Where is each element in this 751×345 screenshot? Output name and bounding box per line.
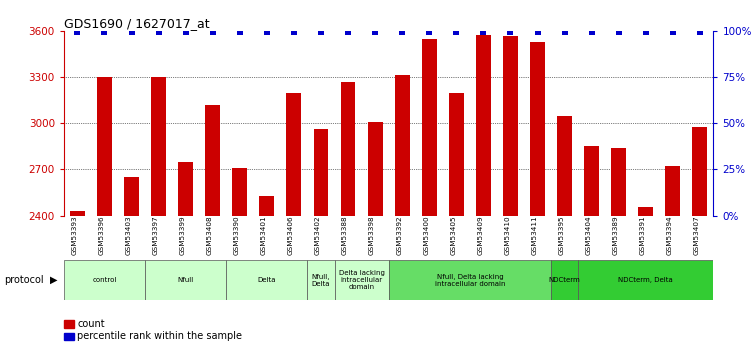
FancyBboxPatch shape: [307, 260, 334, 300]
Text: GSM53393: GSM53393: [71, 216, 77, 255]
Bar: [124, 177, 139, 216]
FancyBboxPatch shape: [389, 260, 551, 300]
Text: GSM53407: GSM53407: [694, 216, 700, 255]
FancyBboxPatch shape: [334, 260, 389, 300]
Text: GSM53399: GSM53399: [179, 216, 185, 255]
Bar: [178, 162, 193, 216]
Text: GSM53410: GSM53410: [505, 216, 511, 255]
FancyBboxPatch shape: [226, 260, 307, 300]
Text: GSM53388: GSM53388: [342, 216, 348, 255]
FancyBboxPatch shape: [578, 260, 713, 300]
Text: GSM53404: GSM53404: [586, 216, 592, 255]
Text: control: control: [92, 277, 116, 283]
Text: GSM53408: GSM53408: [207, 216, 213, 255]
Bar: [259, 196, 274, 216]
Bar: [665, 166, 680, 216]
Text: GSM53396: GSM53396: [98, 216, 104, 255]
Text: GSM53405: GSM53405: [451, 216, 457, 255]
Bar: [313, 129, 328, 216]
Text: Nfull: Nfull: [177, 277, 194, 283]
FancyBboxPatch shape: [551, 260, 578, 300]
Text: GSM53398: GSM53398: [369, 216, 375, 255]
Bar: [205, 105, 220, 216]
Bar: [557, 116, 572, 216]
FancyBboxPatch shape: [64, 260, 145, 300]
Bar: [638, 207, 653, 216]
Text: GSM53403: GSM53403: [125, 216, 131, 255]
Text: GSM53391: GSM53391: [640, 216, 646, 255]
Text: GSM53401: GSM53401: [261, 216, 267, 255]
Bar: [232, 168, 247, 216]
Bar: [476, 35, 491, 216]
Text: GSM53406: GSM53406: [288, 216, 294, 255]
Text: NDCterm, Delta: NDCterm, Delta: [618, 277, 673, 283]
Text: count: count: [77, 319, 105, 329]
Text: GSM53400: GSM53400: [424, 216, 430, 255]
Bar: [584, 146, 599, 216]
Bar: [449, 92, 464, 216]
Bar: [70, 211, 85, 216]
Bar: [341, 82, 355, 216]
Bar: [395, 75, 409, 216]
Bar: [151, 77, 166, 216]
Text: GDS1690 / 1627017_at: GDS1690 / 1627017_at: [64, 17, 210, 30]
Text: NDCterm: NDCterm: [549, 277, 581, 283]
Bar: [97, 77, 112, 216]
Text: GSM53411: GSM53411: [532, 216, 538, 255]
Bar: [503, 36, 518, 216]
Text: GSM53397: GSM53397: [152, 216, 158, 255]
Text: GSM53402: GSM53402: [315, 216, 321, 255]
Text: Nfull, Delta lacking
intracellular domain: Nfull, Delta lacking intracellular domai…: [435, 274, 505, 287]
Text: Delta lacking
intracellular
domain: Delta lacking intracellular domain: [339, 270, 385, 290]
Text: GSM53389: GSM53389: [613, 216, 619, 255]
Text: GSM53409: GSM53409: [478, 216, 484, 255]
Bar: [611, 148, 626, 216]
Bar: [368, 122, 382, 216]
Text: GSM53395: GSM53395: [559, 216, 565, 255]
Text: ▶: ▶: [50, 275, 57, 285]
Text: GSM53394: GSM53394: [667, 216, 673, 255]
FancyBboxPatch shape: [145, 260, 226, 300]
Text: Nfull,
Delta: Nfull, Delta: [312, 274, 330, 287]
Text: percentile rank within the sample: percentile rank within the sample: [77, 332, 243, 341]
Text: GSM53392: GSM53392: [397, 216, 403, 255]
Bar: [422, 39, 436, 216]
Text: GSM53390: GSM53390: [234, 216, 240, 255]
Bar: [286, 92, 301, 216]
Text: protocol: protocol: [4, 275, 44, 285]
Bar: [692, 127, 707, 216]
Bar: [530, 42, 545, 216]
Text: Delta: Delta: [258, 277, 276, 283]
